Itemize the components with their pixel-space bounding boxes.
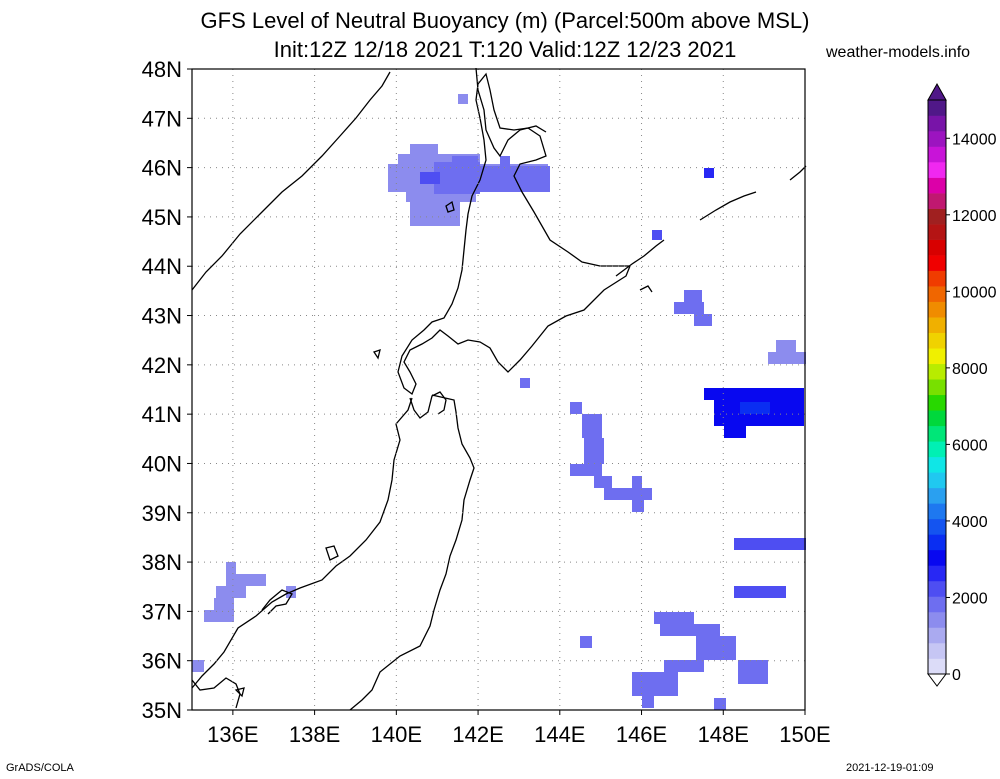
colorbar-label: 6000: [952, 437, 988, 454]
lon-tick-label: 150E: [779, 722, 830, 747]
lat-tick-label: 43N: [142, 304, 182, 329]
lnb-cell: [632, 476, 642, 488]
colorbar-swatch: [928, 472, 946, 488]
coastline-kuril-1: [616, 240, 664, 276]
colorbar-swatch: [928, 255, 946, 271]
lat-tick-label: 47N: [142, 106, 182, 131]
colorbar-swatch: [928, 457, 946, 473]
colorbar-swatch: [928, 178, 946, 194]
colorbar-swatch: [928, 395, 946, 411]
lat-tick-label: 40N: [142, 451, 182, 476]
lnb-cell-inner: [420, 172, 440, 184]
colorbar-swatch: [928, 627, 946, 643]
colorbar-swatch: [928, 348, 946, 364]
colorbar-swatch: [928, 116, 946, 132]
lon-tick-label: 144E: [534, 722, 585, 747]
coastline-honshu-west: [192, 398, 412, 688]
colorbar-swatch: [928, 503, 946, 519]
colorbar-swatch: [928, 550, 946, 566]
colorbar-swatch: [928, 162, 946, 178]
colorbar-swatch: [928, 333, 946, 349]
lnb-cell: [570, 402, 652, 512]
colorbar-swatch: [928, 286, 946, 302]
lon-axis: 136E 138E 140E 142E 144E 146E 148E 150E: [207, 722, 831, 747]
colorbar-swatch: [928, 224, 946, 240]
colorbar-swatch: [928, 488, 946, 504]
lnb-cell: [734, 538, 806, 550]
lon-tick-label: 146E: [616, 722, 667, 747]
colorbar-swatch: [928, 426, 946, 442]
lnb-cell: [734, 586, 786, 598]
lat-tick-label: 37N: [142, 599, 182, 624]
lat-tick-label: 36N: [142, 649, 182, 674]
coastline-mainland: [192, 72, 390, 290]
coastline-sakhalin: [476, 68, 546, 156]
coastline-sado: [326, 546, 338, 560]
colorbar-top-arrow: [928, 84, 946, 100]
colorbar-swatch: [928, 240, 946, 256]
lnb-cell: [674, 290, 712, 326]
colorbar-swatch: [928, 565, 946, 581]
colorbar-swatch: [928, 534, 946, 550]
colorbar-label: 4000: [952, 514, 988, 531]
colorbar-swatch: [928, 147, 946, 163]
lat-tick-label: 45N: [142, 205, 182, 230]
colorbar-swatch: [928, 193, 946, 209]
lnb-cell: [580, 612, 768, 710]
colorbar-swatch: [928, 100, 946, 116]
colorbar-label: 8000: [952, 361, 988, 378]
colorbar-swatch: [928, 519, 946, 535]
lnb-cell-small: [652, 230, 662, 240]
lon-tick-label: 142E: [452, 722, 503, 747]
colorbar-label: 10000: [952, 284, 997, 301]
lon-tick-label: 138E: [289, 722, 340, 747]
colorbar-label: 0: [952, 667, 961, 684]
lat-tick-label: 39N: [142, 501, 182, 526]
colorbar-swatch: [928, 596, 946, 612]
colorbar-swatch: [928, 209, 946, 225]
lnb-cell-small: [520, 378, 530, 388]
lnb-cell: [768, 340, 806, 364]
lat-tick-label: 42N: [142, 353, 182, 378]
colorbar-swatch: [928, 364, 946, 380]
coastline-oki: [236, 688, 244, 696]
colorbar-label: 12000: [952, 208, 997, 225]
colorbar-swatch: [928, 441, 946, 457]
colorbar-swatch: [928, 271, 946, 287]
lat-tick-label: 46N: [142, 156, 182, 181]
lnb-cell-small: [458, 94, 468, 104]
lon-tick-label: 148E: [698, 722, 749, 747]
colorbar-swatch: [928, 379, 946, 395]
lat-axis: 48N 47N 46N 45N 44N 43N 42N 41N 40N 39N 38N 37N 36N 3…: [142, 57, 182, 723]
lon-tick-label: 136E: [207, 722, 258, 747]
coastline-hokkaido: [398, 74, 630, 394]
lnb-field-layer: [192, 94, 806, 710]
lat-tick-label: 41N: [142, 402, 182, 427]
colorbar-swatch: [928, 658, 946, 674]
coastline-honshu-east: [350, 395, 474, 710]
colorbar-swatch: [928, 643, 946, 659]
lat-tick-label: 38N: [142, 550, 182, 575]
colorbar-swatch: [928, 302, 946, 318]
lat-tick-label: 35N: [142, 698, 182, 723]
colorbar-swatch: [928, 581, 946, 597]
colorbar: 14000 12000 10000 8000 6000 4000 2000 0: [928, 84, 997, 686]
coastline-kuril-2: [700, 192, 756, 220]
colorbar-label: 14000: [952, 131, 997, 148]
colorbar-swatch: [928, 410, 946, 426]
lat-tick-label: 48N: [142, 57, 182, 82]
lat-tick-label: 44N: [142, 254, 182, 279]
coastline-mutsu: [410, 392, 446, 418]
lnb-cell-small: [704, 168, 714, 178]
colorbar-swatch: [928, 612, 946, 628]
lon-tick-label: 140E: [371, 722, 422, 747]
colorbar-swatch: [928, 317, 946, 333]
colorbar-label: 2000: [952, 590, 988, 607]
lnb-cell-inner: [740, 402, 770, 414]
colorbar-bottom-arrow: [928, 674, 946, 686]
coastline-okushiri: [374, 350, 380, 358]
colorbar-swatch: [928, 131, 946, 147]
